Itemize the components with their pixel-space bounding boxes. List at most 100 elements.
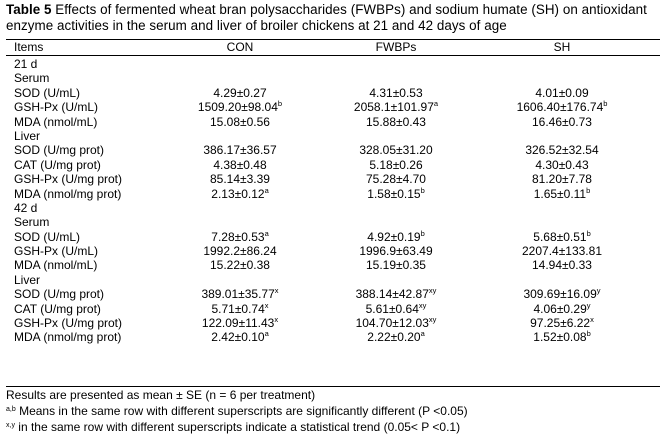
cell-con: 5.71±0.74x bbox=[211, 300, 269, 316]
superscript: y bbox=[596, 286, 601, 296]
column-header-items: Items bbox=[14, 40, 44, 54]
superscript: b bbox=[420, 185, 425, 195]
section-row: Serum bbox=[6, 71, 660, 85]
superscript: xy bbox=[418, 300, 427, 310]
table-footnotes: Results are presented as mean ± SE (n = … bbox=[6, 387, 662, 435]
row-label: CAT (U/mg prot) bbox=[14, 157, 101, 172]
row-label: 21 d bbox=[14, 57, 38, 71]
table-row: GSH-Px (U/mL) 1992.2±86.24 1996.9±63.49 220… bbox=[6, 244, 660, 258]
footnote: a,b Means in the same row with different… bbox=[6, 403, 662, 419]
cell-sh: 4.06±0.29y bbox=[533, 300, 591, 316]
cell-sh: 2207.4±133.81 bbox=[522, 244, 602, 259]
cell-con: 4.38±0.48 bbox=[213, 157, 267, 172]
cell-fwbps: 4.31±0.53 bbox=[369, 85, 423, 100]
row-label: MDA (nmol/mL) bbox=[14, 114, 98, 129]
table-row: CAT (U/mg prot) 5.71±0.74x 5.61±0.64xy 4.06… bbox=[6, 300, 660, 316]
row-label: SOD (U/mL) bbox=[14, 229, 80, 244]
cell-sh: 81.20±7.78 bbox=[532, 172, 592, 187]
cell-con: 85.14±3.39 bbox=[210, 172, 270, 187]
footnote: x,y in the same row with different super… bbox=[6, 419, 662, 435]
cell-fwbps: 4.92±0.19b bbox=[367, 228, 425, 244]
cell-fwbps: 2.22±0.20a bbox=[367, 329, 425, 345]
row-label: Liver bbox=[14, 272, 41, 287]
footnote-text: Results are presented as mean ± SE (n = … bbox=[6, 388, 316, 402]
cell-fwbps: 75.28±4.70 bbox=[366, 172, 426, 187]
table-number: Table 5 bbox=[6, 2, 52, 17]
cell-con: 389.01±35.77x bbox=[201, 286, 279, 302]
table-row: MDA (nmol/mg prot) 2.13±0.12a 1.58±0.15b 1.… bbox=[6, 185, 660, 201]
table-row: SOD (U/mL) 4.29±0.27 4.31±0.53 4.01±0.09 bbox=[6, 86, 660, 100]
table-row: CAT (U/mg prot) 4.38±0.48 5.18±0.26 4.30±0.… bbox=[6, 158, 660, 172]
superscript: x bbox=[264, 300, 269, 310]
table-row: MDA (nmol/mg prot) 2.42±0.10a 2.22±0.20a 1.… bbox=[6, 330, 660, 344]
cell-fwbps: 388.14±42.87xy bbox=[355, 286, 437, 302]
cell-sh: 16.46±0.73 bbox=[532, 114, 592, 129]
cell-fwbps: 15.88±0.43 bbox=[366, 114, 426, 129]
cell-sh: 309.69±16.09y bbox=[523, 286, 601, 302]
row-label: MDA (nmol/mg prot) bbox=[14, 330, 122, 345]
row-label: GSH-Px (U/mg prot) bbox=[14, 316, 123, 331]
cell-con: 7.28±0.53a bbox=[211, 228, 269, 244]
cell-fwbps: 104.70±12.03xy bbox=[355, 315, 437, 331]
table-row: SOD (U/mg prot) 386.17±36.57 328.05±31.20 3… bbox=[6, 143, 660, 157]
table-row: MDA (nmol/mL) 15.22±0.38 15.19±0.35 14.94±0… bbox=[6, 258, 660, 272]
cell-sh: 326.52±32.54 bbox=[525, 143, 599, 158]
row-label: GSH-Px (U/mL) bbox=[14, 100, 98, 115]
footnote: Results are presented as mean ± SE (n = … bbox=[6, 387, 662, 403]
row-label: GSH-Px (U/mL) bbox=[14, 244, 98, 259]
superscript: a bbox=[264, 185, 269, 195]
superscript: x bbox=[590, 315, 594, 325]
row-label: SOD (U/mg prot) bbox=[14, 143, 105, 158]
superscript: x bbox=[274, 315, 279, 325]
cell-sh: 5.68±0.51b bbox=[533, 228, 591, 244]
superscript: y bbox=[586, 300, 591, 310]
superscript: b bbox=[586, 329, 591, 339]
cell-con: 15.22±0.38 bbox=[210, 258, 270, 273]
column-header-sh: SH bbox=[553, 40, 571, 54]
superscript: b bbox=[420, 228, 425, 238]
table-row: MDA (nmol/mL) 15.08±0.56 15.88±0.43 16.46±0… bbox=[6, 115, 660, 129]
superscript: x bbox=[274, 286, 279, 296]
superscript: a bbox=[433, 99, 439, 109]
cell-sh: 14.94±0.33 bbox=[532, 258, 592, 273]
table-row: SOD (U/mL) 7.28±0.53a 4.92±0.19b 5.68±0.51b bbox=[6, 228, 660, 244]
row-label: Serum bbox=[14, 215, 50, 230]
superscript: b bbox=[277, 99, 283, 109]
table-row: GSH-Px (U/mL) 1509.20±98.04b 2058.1±101.97… bbox=[6, 100, 660, 114]
cell-fwbps: 5.18±0.26 bbox=[369, 157, 423, 172]
table-row: SOD (U/mg prot) 389.01±35.77x 388.14±42.87… bbox=[6, 287, 660, 301]
superscript: b bbox=[586, 185, 591, 195]
table-body: 21 d Serum SOD (U/mL) 4.29±0.27 4.31±0.53 4.0… bbox=[6, 57, 660, 345]
cell-fwbps: 328.05±31.20 bbox=[359, 143, 433, 158]
cell-fwbps: 2058.1±101.97a bbox=[353, 99, 439, 115]
cell-fwbps: 5.61±0.64xy bbox=[365, 300, 427, 316]
header-rule bbox=[6, 55, 660, 56]
row-label: SOD (U/mg prot) bbox=[14, 287, 105, 302]
cell-con: 386.17±36.57 bbox=[203, 143, 277, 158]
table-top-rule bbox=[6, 39, 660, 40]
section-row: Serum bbox=[6, 215, 660, 229]
cell-fwbps: 1996.9±63.49 bbox=[359, 244, 433, 259]
row-label: MDA (nmol/mL) bbox=[14, 258, 98, 273]
table-row: GSH-Px (U/mg prot) 85.14±3.39 75.28±4.70 81… bbox=[6, 172, 660, 186]
column-header-fwbps: FWBPs bbox=[375, 40, 417, 54]
section-row: Liver bbox=[6, 273, 660, 287]
cell-con: 4.29±0.27 bbox=[213, 85, 267, 100]
table-row: GSH-Px (U/mg prot) 122.09±11.43x 104.70±12… bbox=[6, 316, 660, 330]
superscript: a bbox=[264, 329, 269, 339]
cell-sh: 1606.40±176.74b bbox=[516, 99, 608, 115]
superscript: a bbox=[264, 228, 269, 238]
section-row: Liver bbox=[6, 129, 660, 143]
cell-fwbps: 15.19±0.35 bbox=[366, 258, 426, 273]
cell-sh: 4.01±0.09 bbox=[535, 85, 589, 100]
cell-con: 2.13±0.12a bbox=[211, 185, 269, 201]
footnote-text: Means in the same row with different sup… bbox=[15, 404, 468, 418]
row-label: Liver bbox=[14, 128, 41, 143]
superscript: b bbox=[586, 228, 591, 238]
cell-fwbps: 1.58±0.15b bbox=[367, 185, 425, 201]
superscript: a bbox=[420, 329, 425, 339]
cell-sh: 4.30±0.43 bbox=[535, 157, 589, 172]
row-label: MDA (nmol/mg prot) bbox=[14, 186, 122, 201]
cell-con: 15.08±0.56 bbox=[210, 114, 270, 129]
